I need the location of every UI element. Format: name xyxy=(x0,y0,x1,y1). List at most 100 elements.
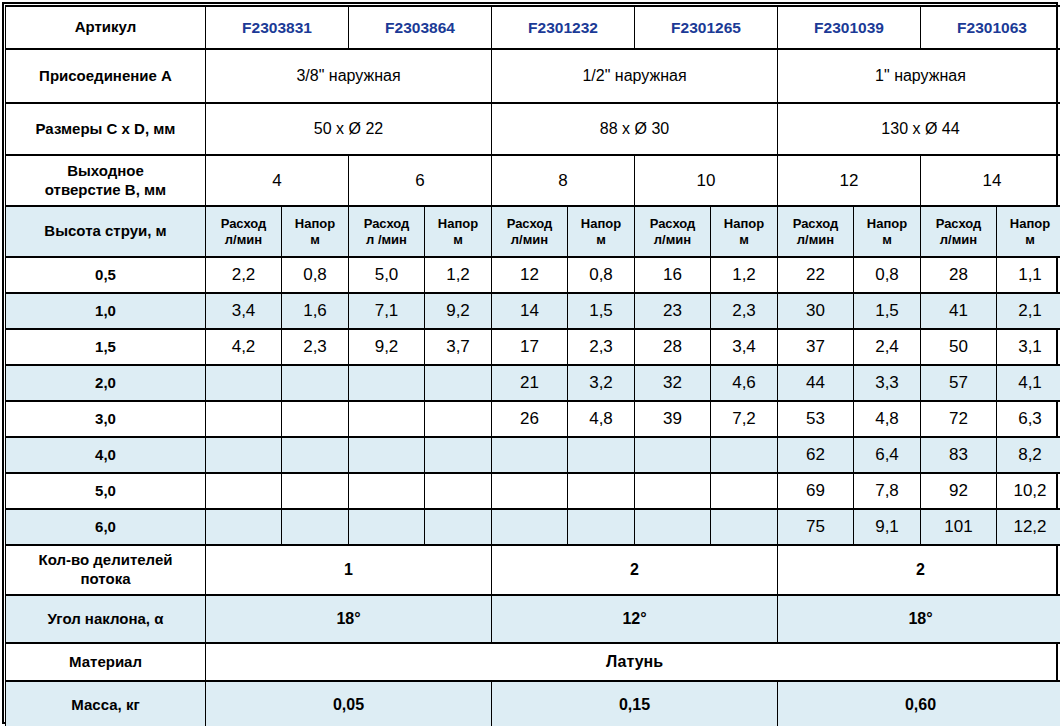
data-cell xyxy=(206,437,282,473)
dimensions-value: 130 x Ø 44 xyxy=(778,103,1060,155)
data-cell: 4,6 xyxy=(711,365,778,401)
data-cell: 23 xyxy=(635,293,711,329)
data-cell xyxy=(635,473,711,509)
data-cell: 1,2 xyxy=(425,257,492,293)
dividers-value: 1 xyxy=(206,545,492,595)
jet-data-row: 3,0264,8397,2534,8726,3 xyxy=(6,401,1060,437)
article-code: F2303864 xyxy=(349,6,492,49)
data-cell: 6,3 xyxy=(997,401,1060,437)
article-code: F2301265 xyxy=(635,6,778,49)
data-cell: 8,2 xyxy=(997,437,1060,473)
data-cell: 0,8 xyxy=(568,257,635,293)
data-cell xyxy=(568,509,635,545)
data-cell: 32 xyxy=(635,365,711,401)
angle-value: 18° xyxy=(778,595,1060,643)
data-cell: 10,2 xyxy=(997,473,1060,509)
data-cell: 28 xyxy=(635,329,711,365)
material-row-label: Материал xyxy=(6,643,206,681)
data-cell: 2,3 xyxy=(282,329,349,365)
data-cell: 0,8 xyxy=(854,257,921,293)
data-cell: 28 xyxy=(921,257,997,293)
data-cell xyxy=(711,437,778,473)
dimensions-value: 50 x Ø 22 xyxy=(206,103,492,155)
data-cell xyxy=(349,401,425,437)
data-cell xyxy=(206,401,282,437)
data-cell: 6,4 xyxy=(854,437,921,473)
flow-subheader: Расход л/мин xyxy=(635,206,711,257)
mass-value: 0,15 xyxy=(492,681,778,726)
article-row: Артикул F2303831 F2303864 F2301232 F2301… xyxy=(6,6,1060,49)
data-cell: 17 xyxy=(492,329,568,365)
data-cell xyxy=(568,473,635,509)
data-cell: 3,3 xyxy=(854,365,921,401)
data-cell: 0,8 xyxy=(282,257,349,293)
data-cell xyxy=(711,509,778,545)
data-cell xyxy=(635,509,711,545)
data-cell xyxy=(206,473,282,509)
data-cell: 22 xyxy=(778,257,854,293)
data-cell: 2,1 xyxy=(997,293,1060,329)
data-cell: 1,2 xyxy=(711,257,778,293)
spec-foot-rows: Кол-во делителей потока 1 2 2 Угол накло… xyxy=(6,545,1060,726)
data-cell: 9,1 xyxy=(854,509,921,545)
data-cell: 2,3 xyxy=(711,293,778,329)
dividers-row-label: Кол-во делителей потока xyxy=(6,545,206,595)
jet-data-row: 1,03,41,67,19,2141,5232,3301,5412,1 xyxy=(6,293,1060,329)
dividers-row: Кол-во делителей потока 1 2 2 xyxy=(6,545,1060,595)
data-cell: 39 xyxy=(635,401,711,437)
data-cell: 5,0 xyxy=(349,257,425,293)
data-cell: 4,8 xyxy=(854,401,921,437)
data-cell: 7,2 xyxy=(711,401,778,437)
data-cell: 26 xyxy=(492,401,568,437)
data-cell xyxy=(282,473,349,509)
spec-table: Артикул F2303831 F2303864 F2301232 F2301… xyxy=(5,5,1060,726)
jet-data-rows: 0,52,20,85,01,2120,8161,2220,8281,11,03,… xyxy=(6,257,1060,545)
data-cell: 1,6 xyxy=(282,293,349,329)
outlet-value: 12 xyxy=(778,155,921,206)
jet-height-value: 1,5 xyxy=(6,329,206,365)
data-cell xyxy=(282,365,349,401)
data-cell: 7,1 xyxy=(349,293,425,329)
dividers-value: 2 xyxy=(778,545,1060,595)
data-cell: 101 xyxy=(921,509,997,545)
dimensions-row: Размеры C x D, мм 50 x Ø 22 88 x Ø 30 13… xyxy=(6,103,1060,155)
data-cell: 3,4 xyxy=(206,293,282,329)
data-cell: 41 xyxy=(921,293,997,329)
flow-subheader: Расход л/мин xyxy=(778,206,854,257)
data-cell xyxy=(425,509,492,545)
data-cell xyxy=(206,365,282,401)
data-cell: 3,7 xyxy=(425,329,492,365)
jet-height-value: 4,0 xyxy=(6,437,206,473)
data-cell xyxy=(349,509,425,545)
outlet-row: Выходное отверстие B, мм 4 6 8 10 12 14 xyxy=(6,155,1060,206)
jet-height-value: 5,0 xyxy=(6,473,206,509)
head-subheader: Напор м xyxy=(711,206,778,257)
data-cell: 3,1 xyxy=(997,329,1060,365)
outlet-value: 6 xyxy=(349,155,492,206)
spec-table-frame: Артикул F2303831 F2303864 F2301232 F2301… xyxy=(2,2,1058,724)
data-cell: 1,1 xyxy=(997,257,1060,293)
connection-row: Присоединение A 3/8" наружная 1/2" наруж… xyxy=(6,49,1060,103)
flow-subheader: Расход л /мин xyxy=(349,206,425,257)
data-cell: 4,8 xyxy=(568,401,635,437)
data-cell xyxy=(425,437,492,473)
data-cell: 83 xyxy=(921,437,997,473)
data-cell: 69 xyxy=(778,473,854,509)
head-subheader: Напор м xyxy=(568,206,635,257)
article-row-label: Артикул xyxy=(6,6,206,49)
data-cell: 16 xyxy=(635,257,711,293)
data-cell xyxy=(425,473,492,509)
dimensions-row-label: Размеры C x D, мм xyxy=(6,103,206,155)
data-cell: 4,2 xyxy=(206,329,282,365)
article-code: F2301039 xyxy=(778,6,921,49)
data-cell: 30 xyxy=(778,293,854,329)
data-cell: 62 xyxy=(778,437,854,473)
data-cell: 1,5 xyxy=(854,293,921,329)
flow-subheader: Расход л/мин xyxy=(921,206,997,257)
angle-value: 18° xyxy=(206,595,492,643)
flow-subheader: Расход л/мин xyxy=(492,206,568,257)
data-cell: 12,2 xyxy=(997,509,1060,545)
jet-data-row: 2,0213,2324,6443,3574,1 xyxy=(6,365,1060,401)
jet-height-value: 3,0 xyxy=(6,401,206,437)
angle-value: 12° xyxy=(492,595,778,643)
